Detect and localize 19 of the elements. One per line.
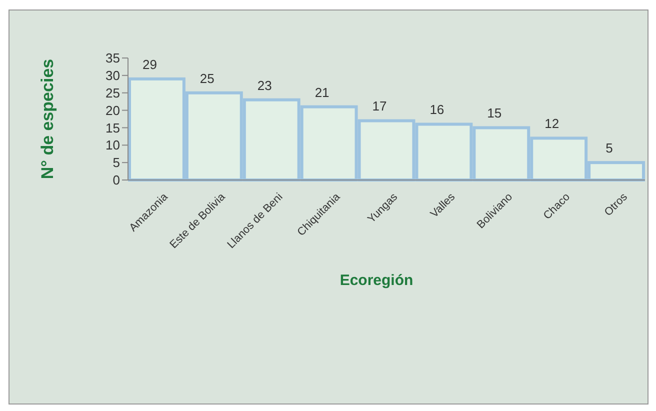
- x-axis-title: Ecoregión: [340, 272, 414, 289]
- y-tick-label: 15: [106, 120, 120, 136]
- y-tick-label: 0: [112, 172, 120, 188]
- data-label: 23: [257, 78, 272, 93]
- data-label: 17: [372, 98, 387, 114]
- data-label: 12: [544, 116, 560, 132]
- y-tick-label: 20: [106, 102, 120, 118]
- y-tick-label: 25: [106, 85, 120, 100]
- y-tick-label: 35: [106, 50, 120, 66]
- data-label: 21: [314, 84, 330, 100]
- data-label: 25: [200, 70, 214, 86]
- data-label: 15: [487, 106, 502, 121]
- data-label: 5: [606, 140, 613, 156]
- y-tick-label: 10: [106, 138, 120, 153]
- data-label: 16: [430, 102, 444, 118]
- data-label: 29: [142, 56, 157, 72]
- y-axis-title: N° de especies: [38, 58, 57, 180]
- y-tick-label: 5: [112, 155, 120, 170]
- y-tick-label: 30: [106, 68, 120, 83]
